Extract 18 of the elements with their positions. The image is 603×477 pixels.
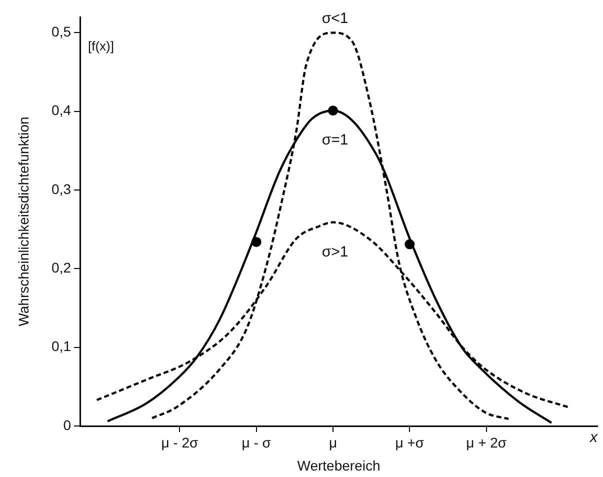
x-axis-title: Wertebereich — [297, 457, 380, 474]
series-label: σ=1 — [322, 132, 348, 149]
y-tick-label: 0,2 — [52, 260, 72, 276]
x-tick-label: μ +σ — [395, 434, 424, 450]
series-label: σ>1 — [322, 243, 348, 260]
x-tick-label: μ - 2σ — [161, 434, 198, 450]
y-tick-label: 0,5 — [52, 24, 72, 40]
y-tick-label: 0,3 — [52, 180, 72, 197]
x-tick-label: μ - σ — [242, 434, 272, 450]
text: x — [589, 429, 598, 446]
x-tick-label: μ + 2σ — [466, 434, 507, 450]
annotation: [f(x)] — [88, 38, 114, 54]
series-label: σ<1 — [322, 10, 348, 27]
y-axis-title: Wahrscheinlichkeitsdichtefunktion — [15, 116, 32, 326]
y-tick-label: 0,4 — [52, 102, 72, 118]
x-tick-label: μ — [328, 434, 338, 450]
y-tick-label: 0,1 — [52, 338, 72, 354]
y-tick-label: 0 — [63, 416, 72, 433]
